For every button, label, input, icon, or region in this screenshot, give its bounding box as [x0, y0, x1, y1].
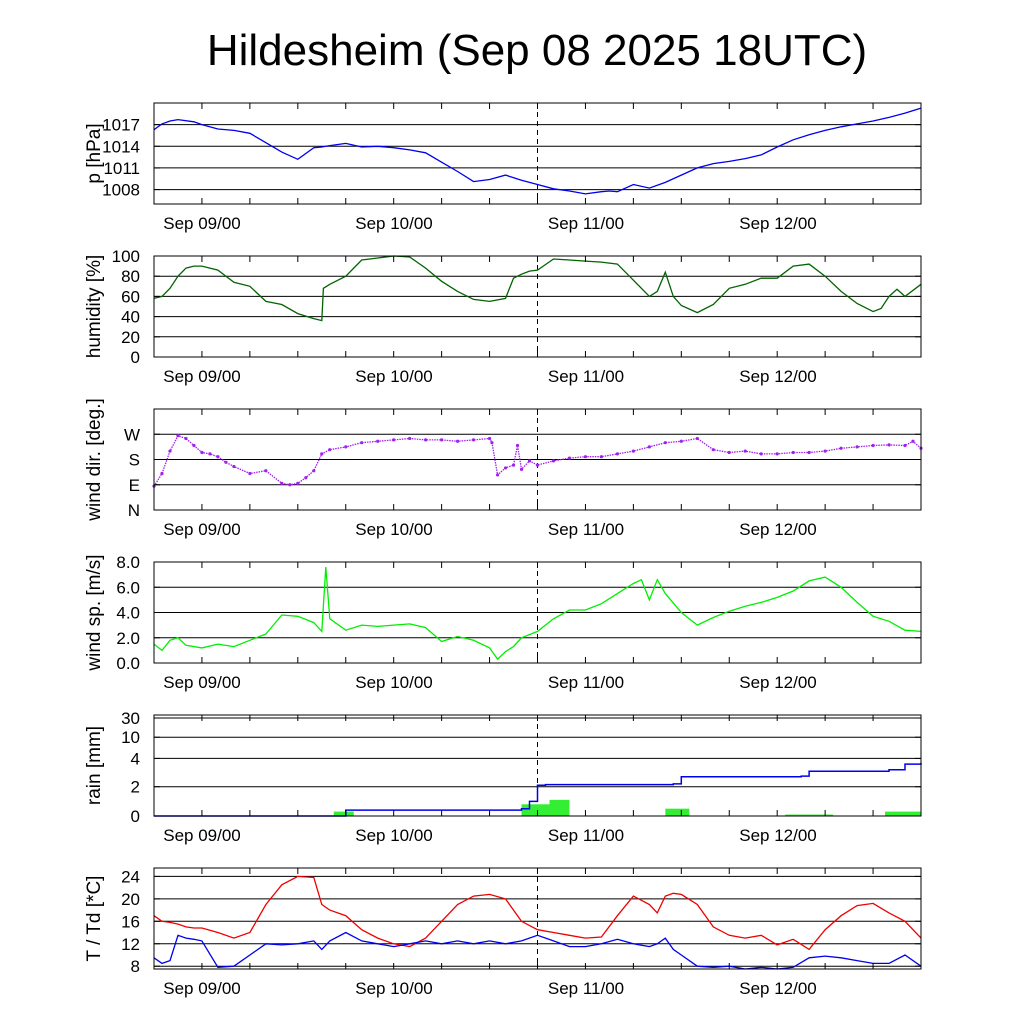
pressure-ytick-label: 1008	[102, 181, 140, 200]
humidity-ytick-label: 100	[112, 247, 140, 266]
wind-direction-ytick-label: E	[129, 476, 140, 495]
rain-ytick-label: 4	[131, 749, 140, 768]
humidity-ytick-label: 80	[121, 267, 140, 286]
pressure-xtick-label: Sep 12/00	[739, 214, 817, 233]
temperature-ytick-label: 20	[121, 890, 140, 909]
wind-direction-point	[759, 452, 763, 456]
pressure-xtick-label: Sep 11/00	[548, 214, 624, 233]
rain-bar	[785, 814, 834, 816]
pressure-xtick-label: Sep 09/00	[163, 214, 241, 233]
wind-speed-xtick-label: Sep 09/00	[163, 673, 241, 692]
rain-xtick-label: Sep 11/00	[548, 826, 624, 845]
wind-direction-point	[392, 438, 396, 442]
wind-speed-axis-label: wind sp. [m/s]	[84, 554, 105, 671]
wind-speed-ytick-label: 4.0	[116, 604, 140, 623]
wind-speed-ytick-label: 6.0	[116, 578, 140, 597]
wind-direction-series-line	[153, 434, 922, 487]
rain-bar	[665, 808, 690, 816]
wind-direction-axis-label: wind dir. [deg.]	[84, 398, 105, 522]
pressure-ytick-label: 1011	[103, 159, 140, 178]
pressure-ytick-label: 1014	[102, 137, 140, 156]
wind-direction-xtick-label: Sep 10/00	[355, 520, 433, 539]
temperature-ytick-label: 24	[121, 867, 140, 886]
temperature-ytick-label: 16	[121, 912, 140, 931]
wind-speed-ytick-label: 0.0	[116, 654, 140, 673]
humidity-xtick-label: Sep 11/00	[548, 367, 624, 386]
rain-bar	[521, 804, 550, 816]
pressure-series-line	[153, 107, 922, 195]
humidity-axis-label: humidity [%]	[84, 255, 105, 358]
pressure-ytick-label: 1017	[102, 116, 140, 135]
pressure-axis-label: p [hPa]	[84, 123, 105, 183]
temperature-t-line	[153, 875, 922, 951]
humidity-series-line	[153, 255, 922, 322]
wind-direction-xtick-label: Sep 12/00	[739, 520, 817, 539]
wind-direction-ytick-label: N	[128, 501, 140, 520]
wind-speed-panel: 0.0 2.0 4.0 6.0 8.0 Sep 09/00 Sep 10/00 Sep 11/…	[84, 553, 922, 692]
temperature-ytick-label: 12	[121, 935, 140, 954]
humidity-ytick-label: 0	[131, 348, 140, 367]
humidity-xtick-label: Sep 09/00	[163, 367, 241, 386]
rain-cumulative-line	[154, 762, 922, 817]
rain-xtick-label: Sep 10/00	[355, 826, 433, 845]
wind-speed-ytick-label: 2.0	[116, 629, 140, 648]
rain-ytick-label: 10	[121, 728, 140, 747]
rain-ytick-label: 0	[131, 807, 140, 826]
rain-ytick-label: 2	[131, 778, 140, 797]
pressure-panel: 1008 1011 1014 1017 Sep 09/00 Sep 10/00 Sep 11…	[84, 102, 922, 233]
wind-direction-point	[471, 438, 476, 442]
humidity-xtick-label: Sep 12/00	[739, 367, 817, 386]
rain-bar	[549, 799, 570, 816]
wind-speed-xtick-label: Sep 10/00	[355, 673, 433, 692]
temperature-xtick-label: Sep 12/00	[739, 979, 817, 998]
humidity-ytick-label: 40	[121, 308, 140, 327]
rain-bar	[885, 811, 921, 816]
rain-axis-label: rain [mm]	[84, 726, 105, 805]
wind-direction-xtick-label: Sep 09/00	[163, 520, 241, 539]
wind-direction-point	[599, 455, 604, 459]
wind-direction-xtick-label: Sep 11/00	[548, 520, 624, 539]
chart-title: Hildesheim (Sep 08 2025 18UTC)	[206, 26, 868, 75]
wind-direction-point	[791, 450, 795, 455]
rain-xtick-label: Sep 12/00	[739, 826, 817, 845]
humidity-xtick-label: Sep 10/00	[355, 367, 433, 386]
temperature-ytick-label: 8	[131, 957, 140, 976]
rain-xtick-label: Sep 09/00	[163, 826, 241, 845]
temperature-xtick-label: Sep 11/00	[548, 979, 624, 998]
wind-direction-ytick-label: S	[129, 451, 140, 470]
rain-bar	[333, 811, 354, 816]
pressure-xtick-label: Sep 10/00	[355, 214, 433, 233]
wind-direction-ytick-label: W	[124, 425, 140, 444]
wind-speed-xtick-label: Sep 12/00	[739, 673, 817, 692]
wind-direction-point	[871, 443, 875, 448]
wind-speed-ytick-label: 8.0	[116, 553, 140, 572]
humidity-ytick-label: 60	[121, 287, 140, 306]
wind-speed-xtick-label: Sep 11/00	[548, 673, 624, 692]
temperature-dewpoint-panel: 8 12 16 20 24 Sep 09/00 Sep 10/00 Sep 11/00 Sep …	[84, 867, 922, 998]
temperature-xtick-label: Sep 09/00	[163, 979, 241, 998]
humidity-ytick-label: 20	[121, 328, 140, 347]
wind-direction-point	[440, 438, 444, 442]
rain-ytick-label: 30	[121, 709, 140, 728]
temperature-xtick-label: Sep 10/00	[355, 979, 433, 998]
wind-speed-series-line	[153, 566, 922, 661]
temperature-axis-label: T / Td [*C]	[84, 876, 105, 962]
